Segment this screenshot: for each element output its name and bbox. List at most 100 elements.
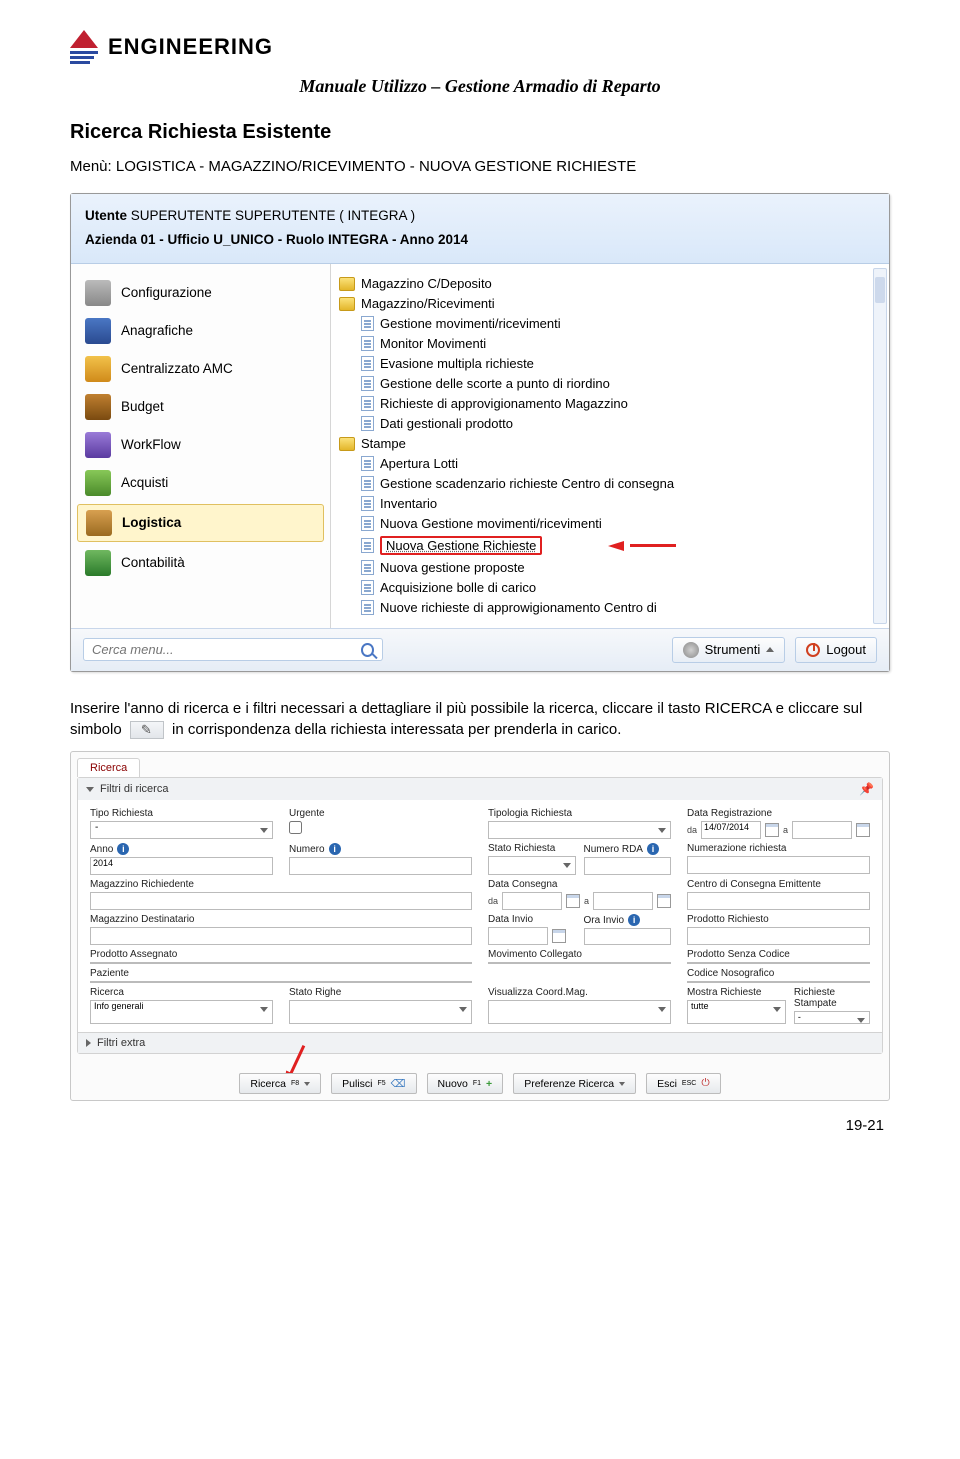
left-nav: Configurazione Anagrafiche Centralizzato… bbox=[71, 264, 331, 628]
field-urgente: Urgente bbox=[289, 808, 472, 839]
field-paziente: Paziente bbox=[90, 968, 472, 983]
section-filtri-extra[interactable]: Filtri extra bbox=[78, 1032, 882, 1053]
power-icon bbox=[806, 643, 820, 657]
field-movimento-collegato: Movimento Collegato bbox=[488, 949, 671, 964]
item-nuova-proposte[interactable]: Nuova gestione proposte bbox=[335, 558, 861, 578]
document-icon bbox=[361, 356, 374, 371]
item-richieste-approv[interactable]: Richieste di approvigionamento Magazzino bbox=[335, 394, 861, 414]
tools-button[interactable]: Strumenti bbox=[672, 637, 786, 663]
item-dati-gestionali[interactable]: Dati gestionali prodotto bbox=[335, 414, 861, 434]
item-nuova-movimenti[interactable]: Nuova Gestione movimenti/ricevimenti bbox=[335, 514, 861, 534]
prod-ass-input[interactable] bbox=[90, 962, 472, 964]
item-apertura-lotti[interactable]: Apertura Lotti bbox=[335, 454, 861, 474]
cat-magazzino-ricevimenti[interactable]: Magazzino/Ricevimenti bbox=[335, 294, 861, 314]
calendar-icon[interactable] bbox=[765, 823, 779, 837]
data-invio-input[interactable] bbox=[488, 927, 548, 945]
scrollbar[interactable] bbox=[873, 268, 887, 624]
mostra-select[interactable]: tutte bbox=[687, 1000, 786, 1024]
section-filtri-ricerca[interactable]: Filtri di ricerca 📌 bbox=[78, 778, 882, 800]
user-label: Utente bbox=[85, 208, 127, 223]
menu-path: Menù: LOGISTICA - MAGAZZINO/RICEVIMENTO … bbox=[70, 158, 890, 175]
nav-contabilita[interactable]: Contabilità bbox=[71, 544, 330, 582]
numero-input[interactable] bbox=[289, 857, 472, 875]
stampate-select[interactable]: - bbox=[794, 1011, 870, 1024]
document-title: Manuale Utilizzo – Gestione Armadio di R… bbox=[70, 76, 890, 97]
calendar-icon[interactable] bbox=[856, 823, 870, 837]
logout-button[interactable]: Logout bbox=[795, 637, 877, 663]
nav-anagrafiche[interactable]: Anagrafiche bbox=[71, 312, 330, 350]
logo-text: ENGINEERING bbox=[108, 34, 273, 60]
data-reg-da-input[interactable]: 14/07/2014 bbox=[701, 821, 761, 839]
esci-button[interactable]: EsciESC⏻ bbox=[646, 1073, 721, 1094]
bag-icon bbox=[85, 394, 111, 420]
stato-select[interactable] bbox=[488, 856, 576, 875]
calendar-icon[interactable] bbox=[552, 929, 566, 943]
item-gestione-scorte[interactable]: Gestione delle scorte a punto di riordin… bbox=[335, 374, 861, 394]
field-magazzino-destinatario: Magazzino Destinatario bbox=[90, 914, 472, 945]
calendar-icon[interactable] bbox=[657, 894, 671, 908]
field-ora-invio: Ora Invio i bbox=[584, 914, 672, 945]
item-scadenzario[interactable]: Gestione scadenzario richieste Centro di… bbox=[335, 474, 861, 494]
nav-acquisti[interactable]: Acquisti bbox=[71, 464, 330, 502]
nav-configurazione[interactable]: Configurazione bbox=[71, 274, 330, 312]
prod-rich-input[interactable] bbox=[687, 927, 870, 945]
nav-workflow[interactable]: WorkFlow bbox=[71, 426, 330, 464]
tipo-richiesta-select[interactable]: - bbox=[90, 821, 273, 839]
cat-magazzino-deposito[interactable]: Magazzino C/Deposito bbox=[335, 274, 861, 294]
numerazione-input[interactable] bbox=[687, 856, 870, 874]
tipologia-select[interactable] bbox=[488, 821, 671, 839]
ricerca-button[interactable]: RicercaF8 bbox=[239, 1073, 321, 1094]
calendar-icon[interactable] bbox=[566, 894, 580, 908]
cod-nos-input[interactable] bbox=[687, 981, 870, 983]
document-icon bbox=[361, 376, 374, 391]
item-evasione[interactable]: Evasione multipla richieste bbox=[335, 354, 861, 374]
mag-richiedente-input[interactable] bbox=[90, 892, 472, 910]
search-menu[interactable] bbox=[83, 638, 383, 661]
document-icon bbox=[361, 316, 374, 331]
preferenze-button[interactable]: Preferenze Ricerca bbox=[513, 1073, 636, 1094]
item-acquisizione-bolle[interactable]: Acquisizione bolle di carico bbox=[335, 578, 861, 598]
field-tipo-richiesta: Tipo Richiesta - bbox=[90, 808, 273, 839]
cat-stampe[interactable]: Stampe bbox=[335, 434, 861, 454]
data-cons-da-input[interactable] bbox=[502, 892, 562, 910]
item-gestione-movimenti[interactable]: Gestione movimenti/ricevimenti bbox=[335, 314, 861, 334]
screenshot-search-filters: Ricerca Filtri di ricerca 📌 Tipo Richies… bbox=[70, 751, 890, 1101]
ricerca-select[interactable]: Info generali bbox=[90, 1000, 273, 1024]
field-data-registrazione: Data Registrazione da 14/07/2014 a bbox=[687, 808, 870, 839]
mag-dest-input[interactable] bbox=[90, 927, 472, 945]
item-inventario[interactable]: Inventario bbox=[335, 494, 861, 514]
numero-rda-input[interactable] bbox=[584, 857, 672, 875]
context-header: Utente SUPERUTENTE SUPERUTENTE ( INTEGRA… bbox=[71, 194, 889, 264]
vis-coord-select[interactable] bbox=[488, 1000, 671, 1024]
ora-invio-input[interactable] bbox=[584, 928, 672, 945]
folder-icon bbox=[339, 437, 355, 451]
search-menu-input[interactable] bbox=[92, 642, 353, 657]
tab-ricerca[interactable]: Ricerca bbox=[77, 758, 140, 777]
nuovo-button[interactable]: NuovoF1+ bbox=[427, 1073, 504, 1094]
nav-centralizzato[interactable]: Centralizzato AMC bbox=[71, 350, 330, 388]
data-cons-a-input[interactable] bbox=[593, 892, 653, 910]
urgente-checkbox[interactable] bbox=[289, 821, 302, 834]
stato-righe-select[interactable] bbox=[289, 1000, 472, 1024]
box-icon bbox=[86, 510, 112, 536]
item-monitor-movimenti[interactable]: Monitor Movimenti bbox=[335, 334, 861, 354]
anno-input[interactable]: 2014 bbox=[90, 857, 273, 875]
centro-input[interactable] bbox=[687, 892, 870, 910]
field-numerazione-richiesta: Numerazione richiesta bbox=[687, 843, 870, 875]
calc-icon bbox=[85, 550, 111, 576]
mov-coll-input[interactable] bbox=[488, 962, 671, 964]
pencil-icon bbox=[130, 721, 164, 739]
folder-icon bbox=[339, 297, 355, 311]
user-value: SUPERUTENTE SUPERUTENTE ( INTEGRA ) bbox=[131, 208, 415, 223]
tools-icon bbox=[85, 280, 111, 306]
field-stato-righe: Stato Righe bbox=[289, 987, 472, 1024]
item-nuova-gestione-richieste[interactable]: Nuova Gestione Richieste bbox=[335, 534, 861, 558]
data-reg-a-input[interactable] bbox=[792, 821, 852, 839]
nav-budget[interactable]: Budget bbox=[71, 388, 330, 426]
prod-sc-input[interactable] bbox=[687, 962, 870, 964]
item-nuove-richieste-centro[interactable]: Nuove richieste di approwigionamento Cen… bbox=[335, 598, 861, 618]
pulisci-button[interactable]: PulisciF5⌫ bbox=[331, 1073, 416, 1094]
paziente-input[interactable] bbox=[90, 981, 472, 983]
cart-icon bbox=[85, 470, 111, 496]
nav-logistica[interactable]: Logistica bbox=[77, 504, 324, 542]
